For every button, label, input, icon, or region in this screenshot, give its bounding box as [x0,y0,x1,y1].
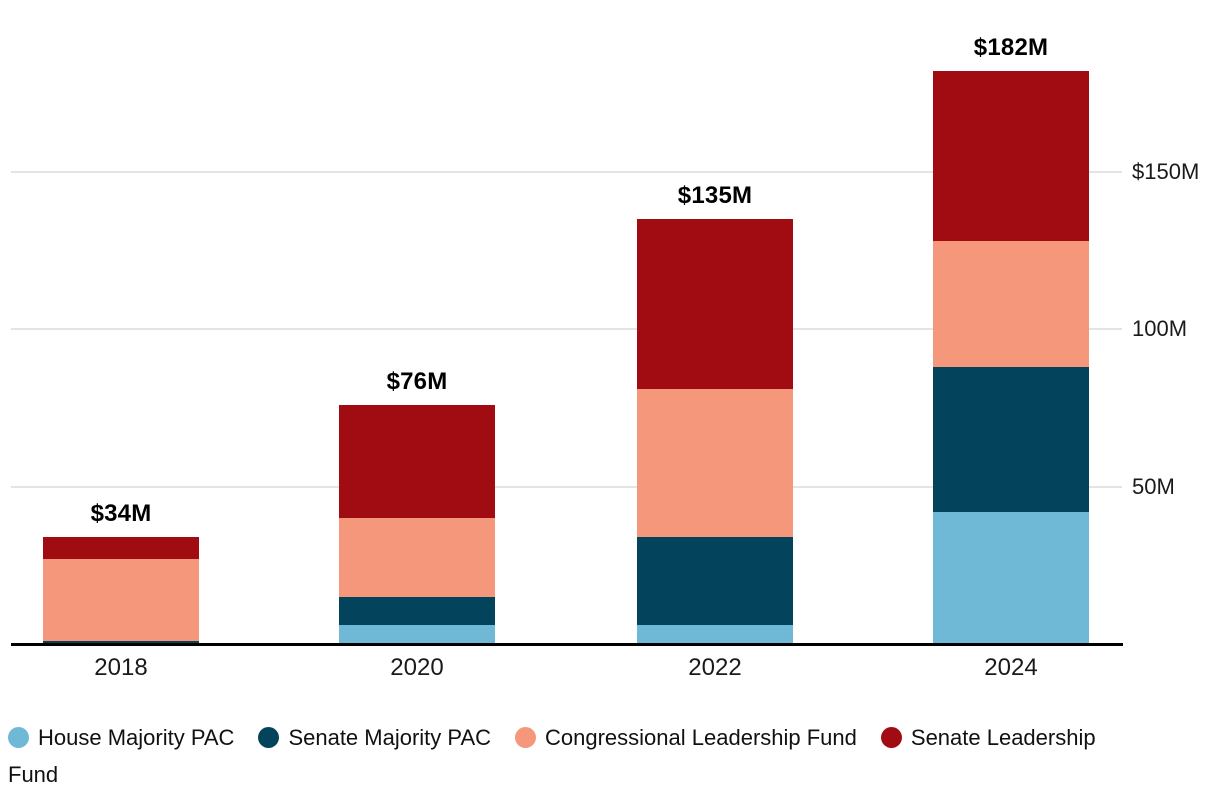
legend-item-congressional-leadership-fund: Congressional Leadership Fund [515,725,857,750]
bar-segment-congressional-leadership-fund [933,240,1089,367]
bar-segment-senate-majority-pac [637,536,793,626]
legend: House Majority PAC Senate Majority PAC Con… [8,719,1208,793]
legend-dot-icon [258,727,280,748]
bar-segment-senate-leadership-fund [637,218,793,389]
bar-segment-house-majority-pac [339,625,495,644]
legend-dot-icon [8,727,29,748]
bar-segment-senate-majority-pac [43,640,199,644]
legend-item-senate-majority-pac: Senate Majority PAC [258,725,491,750]
total-label-2022: $135M [677,181,753,209]
x-tick-label-2024: 2024 [984,654,1038,681]
bar-segment-house-majority-pac [637,625,793,644]
bar-segment-senate-majority-pac [339,596,495,626]
legend-item-label: Senate Leadership Fund [8,725,1096,787]
bar-segment-congressional-leadership-fund [637,388,793,537]
bar-segment-senate-leadership-fund [43,536,199,559]
total-label-2024: $182M [973,33,1049,61]
total-label-2020: $76M [386,367,448,395]
x-tick-label-2018: 2018 [94,654,148,681]
y-tick-label-50m: 50M [1132,473,1175,499]
x-axis-line [11,643,1123,646]
legend-item-house-majority-pac: House Majority PAC [8,725,234,750]
gridline-150m [11,170,1122,173]
legend-item-label: Senate Majority PAC [288,725,492,750]
bar-segment-house-majority-pac [933,511,1089,644]
x-tick-label-2022: 2022 [688,654,742,681]
legend-item-label: House Majority PAC [38,725,235,750]
total-label-2018: $34M [90,499,152,527]
y-tick-label-150m: $150M [1132,158,1200,184]
legend-dot-icon [515,727,537,748]
gridline-50m [11,485,1122,488]
bar-segment-congressional-leadership-fund [43,558,199,641]
legend-item-senate-leadership-fund: Senate Leadership Fund [8,725,1096,787]
bar-segment-senate-leadership-fund [339,404,495,518]
bar-segment-senate-leadership-fund [933,70,1089,241]
bar-segment-senate-majority-pac [933,366,1089,512]
legend-item-label: Congressional Leadership Fund [545,725,857,750]
bar-segment-congressional-leadership-fund [339,518,495,597]
x-tick-label-2020: 2020 [390,654,444,681]
y-tick-label-100m: 100M [1132,316,1188,341]
gridline-100m [11,328,1122,330]
legend-dot-icon [880,727,902,748]
